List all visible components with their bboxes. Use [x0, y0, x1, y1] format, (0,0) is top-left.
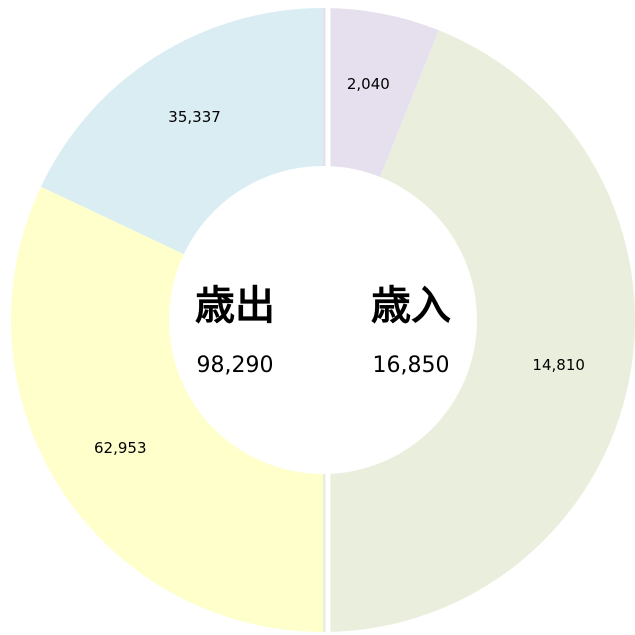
slice-label: 2,040	[347, 75, 390, 93]
group-total: 16,850	[373, 353, 450, 378]
group-name: 歳入	[371, 283, 451, 329]
slice-label: 35,337	[168, 108, 221, 126]
slice	[323, 8, 439, 178]
slice	[10, 186, 323, 632]
group-total: 98,290	[197, 353, 274, 378]
slice-label: 62,953	[94, 439, 147, 457]
slice	[40, 8, 324, 255]
slice-label: 14,810	[532, 356, 585, 374]
group-name: 歳出	[195, 283, 275, 329]
slice	[323, 30, 635, 633]
